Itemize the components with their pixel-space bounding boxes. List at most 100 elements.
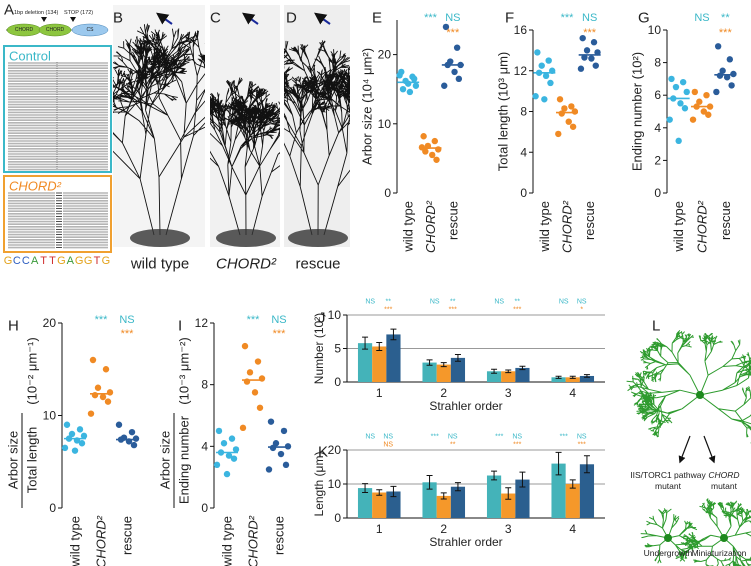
micrograph (284, 5, 350, 247)
data-point (267, 418, 275, 425)
dendrite (113, 23, 205, 236)
image-caption: CHORD² (216, 256, 277, 273)
y-tick-label: 0 (334, 375, 341, 389)
y-tick-label: 10 (328, 308, 342, 322)
data-point (705, 111, 712, 118)
bar (565, 484, 580, 518)
schematic-label: Miniaturization (692, 548, 747, 558)
bar (501, 493, 516, 518)
significance: *** (384, 307, 392, 314)
x-tick-label: rescue (582, 201, 597, 240)
panel-label: I (178, 318, 182, 335)
bar (565, 377, 580, 382)
error-bar (569, 479, 576, 489)
data-point (590, 39, 598, 46)
x-tick-label: wild type (671, 201, 686, 253)
data-point (213, 461, 221, 469)
significance: *** (273, 328, 287, 340)
data-point (728, 82, 735, 89)
data-point (545, 57, 552, 64)
y-tick-label: 16 (514, 23, 528, 37)
arrow (314, 12, 331, 25)
y-axis-label: Length (μm) (312, 452, 326, 517)
bar (357, 343, 373, 382)
data-point (76, 426, 84, 433)
data-point (239, 424, 247, 432)
data-point (223, 470, 231, 478)
error-bar (376, 489, 383, 496)
y-tick-label: 12 (514, 64, 528, 78)
neuron-sketch (626, 330, 751, 444)
base: G (57, 255, 66, 267)
bar (579, 375, 595, 382)
data-point (404, 80, 412, 87)
x-tick-label: rescue (120, 516, 135, 555)
data-point (71, 447, 79, 454)
significance: *** (446, 27, 460, 39)
data-point (534, 49, 541, 56)
data-point (106, 389, 114, 396)
significance: *** (583, 27, 597, 39)
y-tick-label: 0 (520, 186, 527, 200)
data-point (581, 54, 588, 61)
error-bar (583, 455, 590, 474)
panel-label: B (113, 10, 123, 27)
data-point (547, 79, 554, 87)
panel-label: F (505, 10, 514, 27)
data-point (63, 421, 71, 428)
data-point (272, 440, 280, 447)
schematic-label: mutant (711, 481, 738, 491)
data-point (429, 151, 436, 159)
data-point (102, 366, 110, 373)
bar (551, 377, 566, 382)
deletion-label: 1bp deletion (134) (14, 10, 59, 16)
y-axis-label: Arbor size (158, 431, 173, 490)
x-tick-label: CHORD² (423, 200, 438, 253)
dendrite (210, 77, 280, 236)
base: T (40, 255, 47, 267)
arrow (678, 435, 691, 464)
y-tick-label: 2 (654, 153, 661, 167)
error-bar (440, 362, 447, 368)
data-point (228, 435, 236, 442)
significance: NS (365, 299, 375, 306)
bar (372, 492, 387, 518)
domain (71, 23, 109, 37)
data-point (410, 75, 418, 83)
data-point (666, 116, 673, 123)
base: T (94, 255, 101, 267)
mutant-label: CHORD² (9, 179, 62, 194)
bar (450, 357, 466, 382)
data-point (714, 43, 722, 50)
data-point (453, 44, 461, 51)
data-point (583, 47, 591, 54)
error-bar (390, 328, 397, 341)
data-point (104, 398, 112, 405)
data-point (89, 356, 97, 364)
error-bar (519, 365, 526, 371)
significance: * (580, 307, 583, 314)
data-point (689, 116, 697, 123)
x-tick-label: 4 (569, 522, 576, 536)
error-bar (376, 341, 383, 352)
y-tick-label: 10 (648, 23, 662, 37)
significance: NS (582, 12, 597, 24)
y-tick-label: 10 (328, 477, 342, 491)
base: T (49, 255, 56, 267)
data-point (230, 455, 238, 462)
bar (551, 463, 566, 518)
bar (422, 362, 437, 382)
data-point (265, 466, 273, 473)
epidermis (216, 229, 276, 247)
base: A (31, 255, 39, 267)
error-bar (505, 487, 512, 500)
data-point (232, 446, 240, 453)
schematic-label: Undergrowth (644, 548, 693, 558)
bar (386, 491, 401, 518)
micrograph-content (113, 12, 350, 247)
data-point (723, 74, 731, 81)
data-point (431, 137, 438, 145)
data-point (435, 146, 442, 153)
y-tick-label: 8 (201, 378, 208, 392)
